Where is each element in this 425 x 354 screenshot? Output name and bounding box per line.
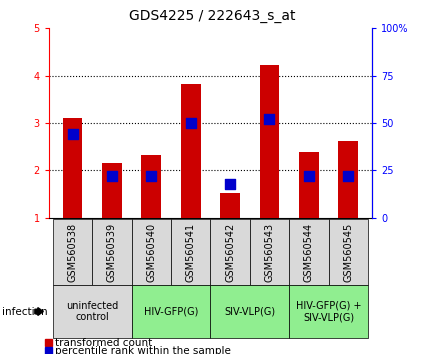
Point <box>187 120 194 126</box>
Point <box>227 181 233 187</box>
Point <box>306 173 312 179</box>
Text: GDS4225 / 222643_s_at: GDS4225 / 222643_s_at <box>129 9 296 23</box>
Text: SIV-VLP(G): SIV-VLP(G) <box>224 307 275 316</box>
Text: transformed count: transformed count <box>55 338 153 348</box>
Text: HIV-GFP(G) +
SIV-VLP(G): HIV-GFP(G) + SIV-VLP(G) <box>296 301 361 322</box>
Text: GSM560541: GSM560541 <box>186 223 196 282</box>
Text: HIV-GFP(G): HIV-GFP(G) <box>144 307 198 316</box>
Point <box>69 132 76 137</box>
Bar <box>62 118 82 218</box>
Point <box>266 116 273 122</box>
Text: GSM560543: GSM560543 <box>264 223 275 282</box>
Text: uninfected
control: uninfected control <box>66 301 118 322</box>
Bar <box>181 84 201 218</box>
Bar <box>220 193 240 218</box>
Text: GSM560540: GSM560540 <box>146 223 156 282</box>
Text: GSM560542: GSM560542 <box>225 223 235 282</box>
Bar <box>338 141 358 218</box>
Point <box>148 173 155 179</box>
Text: GSM560538: GSM560538 <box>68 223 77 282</box>
Text: GSM560544: GSM560544 <box>304 223 314 282</box>
Point <box>108 173 115 179</box>
Point <box>345 173 351 179</box>
Text: GSM560545: GSM560545 <box>343 223 353 282</box>
Bar <box>102 163 122 218</box>
Bar <box>142 155 161 218</box>
Bar <box>299 152 319 218</box>
Bar <box>260 65 279 218</box>
Text: GSM560539: GSM560539 <box>107 223 117 282</box>
Text: percentile rank within the sample: percentile rank within the sample <box>55 346 231 354</box>
Text: infection: infection <box>2 307 48 316</box>
